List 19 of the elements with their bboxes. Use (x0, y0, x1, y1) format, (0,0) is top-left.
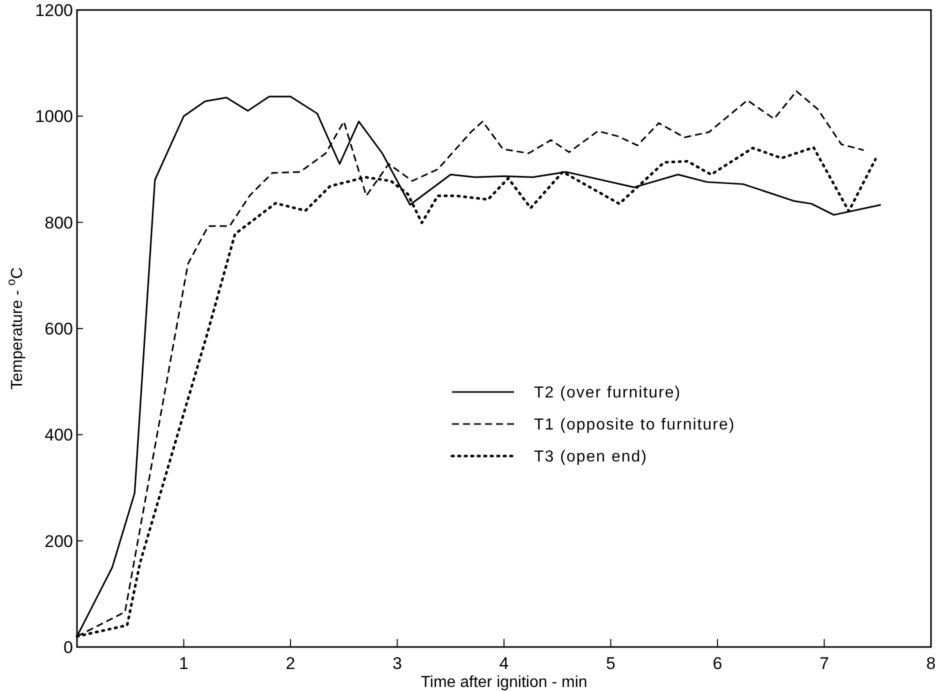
y-tick-label: 200 (44, 532, 73, 551)
legend-label: T1 (opposite to furniture) (534, 416, 736, 434)
x-axis-title: Time after ignition - min (420, 674, 588, 691)
x-tick-label: 6 (712, 654, 722, 673)
x-tick-label: 8 (926, 654, 936, 673)
x-tick-label: 3 (392, 654, 402, 673)
x-tick-label: 2 (286, 654, 296, 673)
x-tick-label: 4 (499, 654, 509, 673)
x-tick-label: 7 (820, 654, 829, 673)
y-tick-label: 600 (44, 319, 73, 338)
y-tick-label: 1200 (35, 0, 73, 20)
legend-label: T3 (open end) (534, 448, 648, 466)
x-tick-label: 5 (606, 654, 616, 673)
y-tick-label: 1000 (35, 107, 73, 126)
y-tick-label: 400 (44, 426, 73, 445)
y-tick-label: 0 (64, 638, 73, 657)
legend-label: T2 (over furniture) (534, 384, 682, 402)
x-tick-label: 1 (179, 654, 188, 673)
y-tick-label: 800 (44, 213, 73, 232)
